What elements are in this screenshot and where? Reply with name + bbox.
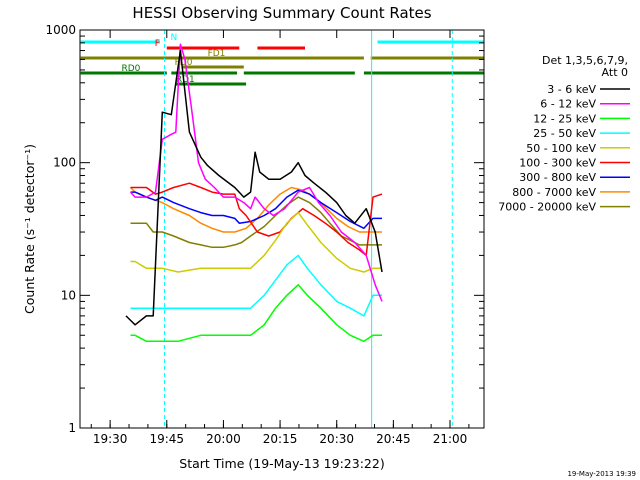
y-tick-label-2: 100 xyxy=(53,156,76,170)
y-axis-label: Count Rate (s⁻¹ detector⁻¹) xyxy=(22,144,37,314)
y-tick-label-1: 10 xyxy=(61,288,76,302)
x-axis-label: Start Time (19-May-13 19:23:22) xyxy=(179,456,384,471)
y-tick-label-0: 1 xyxy=(68,421,76,435)
flag-label-fd0: FD0 xyxy=(175,58,193,68)
series-line-1 xyxy=(125,49,383,326)
legend-label-9: 7000 - 20000 keV xyxy=(498,201,596,214)
plot-timestamp: 19-May-2013 19:39 xyxy=(567,470,636,478)
axis-ticks: 19:30 19:45 20:00 20:15 20:30 20:45 21:00 1 10 10… xyxy=(45,23,484,446)
legend-label-5: 50 - 100 keV xyxy=(526,142,596,155)
series-line-6 xyxy=(130,182,383,257)
x-tick-label-1: 19:45 xyxy=(149,432,184,446)
legend-label-1: 3 - 6 keV xyxy=(547,83,596,96)
x-tick-label-0: 19:30 xyxy=(93,432,128,446)
legend-label-4: 25 - 50 keV xyxy=(533,127,596,140)
x-tick-label-3: 20:15 xyxy=(263,432,298,446)
flag-label-fd1: FD1 xyxy=(208,49,226,59)
cyan-reference-lines xyxy=(164,30,453,428)
series-lines xyxy=(125,43,383,343)
series-line-4 xyxy=(130,254,382,317)
chart-title: HESSI Observing Summary Count Rates xyxy=(132,4,431,22)
x-tick-label-5: 20:45 xyxy=(376,432,411,446)
legend-title-1: Att 0 xyxy=(602,66,628,79)
series-line-5 xyxy=(130,211,382,273)
series-line-3 xyxy=(130,284,382,343)
flag-label-rd0: RD0 xyxy=(121,64,140,74)
x-tick-label-2: 20:00 xyxy=(206,432,241,446)
series-line-2 xyxy=(129,43,383,302)
x-tick-label-4: 20:30 xyxy=(319,432,354,446)
legend-label-7: 300 - 800 keV xyxy=(519,171,596,184)
flag-label-n: N xyxy=(171,33,178,43)
flag-bars: N F FD1 FD0 RD0 RD1 xyxy=(80,33,484,86)
plot-frame xyxy=(79,29,485,429)
flag-label-rd1: RD1 xyxy=(176,75,195,85)
flag-label-f: F xyxy=(155,39,160,49)
legend-title-0: Det 1,3,5,6,7,9, xyxy=(542,54,628,67)
y-tick-label-3: 1000 xyxy=(45,23,76,37)
legend-label-3: 12 - 25 keV xyxy=(533,112,596,125)
legend-label-2: 6 - 12 keV xyxy=(540,98,596,111)
legend: Det 1,3,5,6,7,9,Att 0 3 - 6 keV 6 - 12 keV… xyxy=(498,54,630,214)
legend-label-8: 800 - 7000 keV xyxy=(512,186,596,199)
legend-label-6: 100 - 300 keV xyxy=(519,157,596,170)
x-tick-label-6: 21:00 xyxy=(433,432,468,446)
series-line-8 xyxy=(129,186,382,233)
series-line-7 xyxy=(130,189,382,230)
